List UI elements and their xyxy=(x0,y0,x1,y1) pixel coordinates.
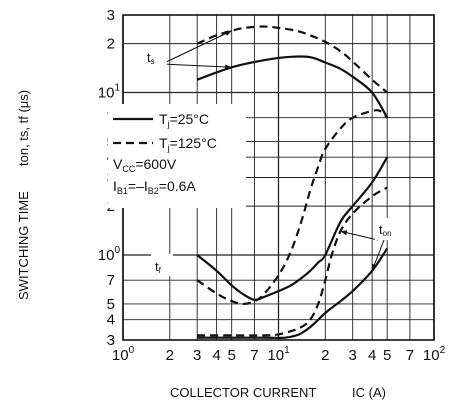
series-ts-dashed xyxy=(196,25,388,94)
annotation-ton: ton xyxy=(379,222,392,238)
annotation-tf: tf xyxy=(155,259,162,275)
x-tick-label: 2 xyxy=(321,347,329,364)
series-tf-solid xyxy=(196,156,389,301)
y-tick-label: 4 xyxy=(107,312,115,329)
series-ton-dashed xyxy=(197,186,388,337)
x-axis-symbol: IC (A) xyxy=(352,385,386,400)
annotation-ts: ts xyxy=(147,50,155,66)
y-tick-label: 100 xyxy=(98,245,121,264)
x-tick-label: 3 xyxy=(349,347,357,364)
x-tick-label: 102 xyxy=(423,345,446,364)
y-tick-label: 7 xyxy=(107,272,115,289)
y-tick-label: 2 xyxy=(107,36,115,53)
series-lines xyxy=(196,25,389,339)
x-tick-label: 3 xyxy=(193,347,201,364)
annotation-tf-bg xyxy=(151,254,173,276)
x-tick-label: 4 xyxy=(212,347,220,364)
series-ton-solid xyxy=(197,247,389,339)
arrow-ts-dashed xyxy=(161,30,232,65)
y-axis-units: ton, ts, tf (μs) xyxy=(16,90,31,166)
x-tick-label: 101 xyxy=(267,345,290,364)
legend-background xyxy=(108,104,246,208)
arrow-ts-solid-head xyxy=(225,64,232,70)
arrow-ts-solid xyxy=(161,63,232,68)
y-tick-label: 3 xyxy=(107,332,115,349)
arrow-ts-dashed-head xyxy=(224,30,232,36)
series-ts-solid xyxy=(196,55,389,119)
legend: Tj=25°C Tj=125°C VCC=600V IB1=–IB2=0.6A xyxy=(108,104,246,208)
annotation-ts-bg xyxy=(143,45,167,67)
annotation-ton-bg xyxy=(375,218,407,240)
x-tick-label: 100 xyxy=(112,345,135,364)
y-tick-label: 5 xyxy=(107,296,115,313)
condition-vcc: VCC=600V xyxy=(113,156,177,174)
y-tick-label: 3 xyxy=(107,7,115,24)
x-tick-label: 5 xyxy=(228,347,236,364)
x-tick-label: 4 xyxy=(368,347,376,364)
legend-item-tj125: Tj=125°C xyxy=(159,135,217,153)
x-tick-label: 2 xyxy=(166,347,174,364)
x-tick-label: 5 xyxy=(383,347,391,364)
annotation-arrows xyxy=(161,30,385,271)
y-tick-label: 101 xyxy=(98,83,121,102)
x-axis-label: COLLECTOR CURRENT xyxy=(170,385,316,400)
arrow-ton-dashed-head xyxy=(340,230,348,236)
series-tf-dashed xyxy=(196,109,388,306)
y-axis-label: SWITCHING TIME xyxy=(16,191,31,300)
x-tick-label: 7 xyxy=(250,347,258,364)
arrow-ton-solid-head xyxy=(372,263,377,271)
x-tick-label: 7 xyxy=(406,347,414,364)
condition-ib: IB1=–IB2=0.6A xyxy=(113,178,196,196)
curve-annotations: ts tf ton xyxy=(143,45,407,276)
legend-item-tj25: Tj=25°C xyxy=(159,111,209,129)
x-tick-labels: 100 2 3 4 5 7 101 2 3 4 5 7 102 xyxy=(112,345,446,364)
